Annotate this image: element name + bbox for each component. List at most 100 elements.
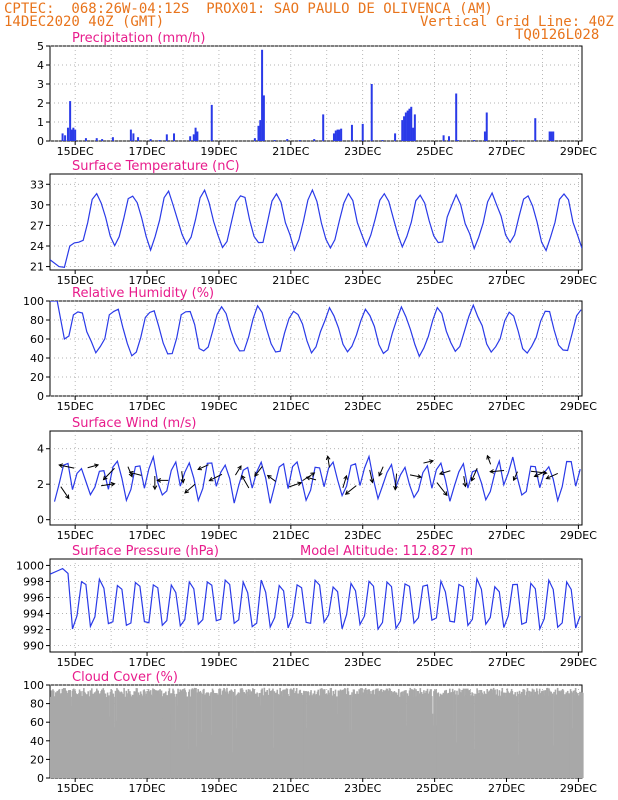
wind-arrow-head <box>545 475 551 480</box>
wind-arrow-head <box>438 470 444 476</box>
x-tick-label: 23DEC <box>344 782 381 795</box>
y-tick-label: 5 <box>37 40 44 53</box>
wind-arrow <box>436 482 448 496</box>
x-tick-label: 25DEC <box>416 656 453 669</box>
x-tick-label: 15DEC <box>57 400 94 413</box>
y-tick-label: 0 <box>37 390 44 403</box>
precip-bar <box>149 139 152 141</box>
wind-arrow <box>530 470 547 474</box>
x-tick-label: 23DEC <box>344 145 381 158</box>
cloud-cover-bar <box>195 688 197 778</box>
wind-arrow-head <box>152 485 158 491</box>
x-tick-label: 25DEC <box>416 145 453 158</box>
panel-title: Surface Pressure (hPa) <box>72 544 219 559</box>
panel-frame-0 <box>49 45 583 142</box>
wind-arrow <box>534 471 545 477</box>
precip-bar <box>448 136 450 141</box>
y-tick-label: 40 <box>30 735 44 748</box>
y-tick-label: 998 <box>23 575 44 588</box>
precip-bar <box>406 110 409 141</box>
cloud-cover-bar <box>257 696 259 778</box>
wind-arrow <box>209 473 223 482</box>
y-tick-label: 80 <box>30 314 44 327</box>
precip-bar <box>313 139 316 141</box>
precip-bar <box>61 133 64 141</box>
series-line <box>50 188 582 268</box>
y-tick-label: 2 <box>37 97 44 110</box>
x-tick-label: 23DEC <box>344 400 381 413</box>
cloud-cover-bar <box>551 693 554 778</box>
panel-title: Precipitation (mm/h) <box>72 31 205 46</box>
precip-bar <box>158 140 161 141</box>
wind-arrow <box>345 485 357 495</box>
cloud-cover-bar <box>67 690 70 778</box>
wind-arrow-head <box>208 477 214 482</box>
panel-title: Relative Humidity (%) <box>72 286 214 301</box>
precip-bar <box>189 136 192 141</box>
wind-arrow-head <box>58 463 64 468</box>
wind-arrow-head <box>128 470 134 476</box>
wind-arrow-head <box>512 476 518 482</box>
x-tick-label: 23DEC <box>344 274 381 287</box>
x-tick-label: 15DEC <box>57 145 94 158</box>
precip-bar <box>413 114 416 141</box>
cloud-cover-bar <box>92 693 95 778</box>
series-line <box>50 567 581 632</box>
x-tick-label: 25DEC <box>416 782 453 795</box>
precip-bar <box>442 135 445 141</box>
wind-arrow-head <box>486 454 491 460</box>
wind-arrow-head <box>533 472 539 478</box>
y-tick-label: 21 <box>30 261 44 274</box>
cloud-cover-bar <box>472 695 475 778</box>
precip-bar <box>194 127 197 141</box>
wind-arrow-head <box>462 482 468 488</box>
x-tick-label: 27DEC <box>488 274 525 287</box>
panel-frame-3 <box>49 430 583 526</box>
y-tick-label: 4 <box>37 443 44 456</box>
x-tick-label: 19DEC <box>200 145 237 158</box>
x-tick-label: 17DEC <box>128 274 165 287</box>
wind-arrow-head <box>305 475 311 481</box>
wind-arrow-head <box>297 481 303 487</box>
series-line <box>53 454 581 504</box>
x-tick-label: 23DEC <box>344 529 381 542</box>
precip-bar <box>137 137 140 141</box>
panel-title: Surface Wind (m/s) <box>72 416 196 431</box>
x-tick-label: 21DEC <box>272 145 309 158</box>
precip-bar <box>66 127 69 141</box>
wind-arrow-head <box>470 476 476 482</box>
precip-bar <box>340 128 343 141</box>
precip-bar <box>257 125 260 141</box>
wind-arrow-head <box>343 474 348 480</box>
precip-bar <box>74 129 77 141</box>
wind-arrow <box>254 466 263 477</box>
wind-arrow <box>546 472 558 480</box>
wind-arrow-head <box>94 463 100 469</box>
x-tick-label: 21DEC <box>272 782 309 795</box>
x-tick-label: 19DEC <box>200 656 237 669</box>
y-tick-label: 3 <box>37 78 44 91</box>
wind-arrow-head <box>110 481 116 487</box>
wind-arrow-head <box>393 485 398 491</box>
wind-arrow-head <box>184 488 190 494</box>
wind-arrow <box>439 470 451 475</box>
precip-bar <box>336 129 339 141</box>
x-tick-label: 21DEC <box>272 274 309 287</box>
precip-bar <box>534 118 537 141</box>
x-tick-label: 15DEC <box>57 782 94 795</box>
precip-bar <box>485 112 488 141</box>
x-tick-label: 23DEC <box>344 656 381 669</box>
wind-arrow <box>327 456 330 468</box>
x-tick-label: 17DEC <box>128 782 165 795</box>
y-tick-label: 990 <box>23 640 44 653</box>
wind-arrow <box>490 469 505 473</box>
precip-bar <box>84 138 87 141</box>
precip-bar <box>483 131 486 141</box>
precip-bar <box>273 140 276 141</box>
wind-arrow-head <box>443 491 448 497</box>
y-tick-label: 0 <box>37 135 44 148</box>
precip-bar <box>259 120 262 141</box>
cloud-cover-bar <box>454 694 457 778</box>
y-tick-label: 20 <box>30 753 44 766</box>
